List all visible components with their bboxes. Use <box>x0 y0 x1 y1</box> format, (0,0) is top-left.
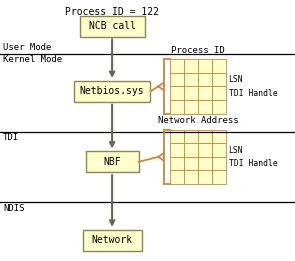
Bar <box>212 130 226 143</box>
Bar <box>212 170 226 184</box>
Text: User Mode: User Mode <box>3 43 51 52</box>
Bar <box>170 73 184 86</box>
Bar <box>184 100 198 114</box>
Bar <box>184 130 198 143</box>
Bar <box>212 73 226 86</box>
Bar <box>198 73 212 86</box>
Bar <box>170 86 184 100</box>
Bar <box>184 157 198 170</box>
Text: NCB call: NCB call <box>88 21 136 31</box>
Bar <box>170 59 184 73</box>
Text: Process ID: Process ID <box>171 46 225 55</box>
Text: Process ID = 122: Process ID = 122 <box>65 7 159 16</box>
Bar <box>212 86 226 100</box>
Bar <box>170 157 184 170</box>
Text: NDIS: NDIS <box>3 204 24 212</box>
Bar <box>170 100 184 114</box>
Bar <box>170 143 184 157</box>
Bar <box>212 157 226 170</box>
Bar <box>86 151 139 172</box>
Bar <box>184 59 198 73</box>
Bar <box>170 130 184 143</box>
Text: LSN: LSN <box>229 75 243 84</box>
Bar <box>170 170 184 184</box>
Bar <box>74 81 150 102</box>
Bar <box>198 100 212 114</box>
Bar <box>184 170 198 184</box>
Bar <box>198 170 212 184</box>
Bar <box>212 100 226 114</box>
Bar <box>198 86 212 100</box>
Text: TDI: TDI <box>3 133 19 142</box>
Bar <box>184 143 198 157</box>
Bar <box>198 143 212 157</box>
Text: TDI Handle: TDI Handle <box>229 89 277 98</box>
Bar <box>184 86 198 100</box>
Bar <box>212 59 226 73</box>
Text: Network Address: Network Address <box>158 116 238 125</box>
Text: Kernel Mode: Kernel Mode <box>3 55 62 64</box>
Bar <box>198 59 212 73</box>
Text: NBF: NBF <box>103 157 121 167</box>
Bar <box>212 143 226 157</box>
Bar <box>198 130 212 143</box>
Text: Netbios.sys: Netbios.sys <box>80 86 145 96</box>
Text: Network: Network <box>91 235 133 245</box>
Bar <box>198 157 212 170</box>
Bar <box>80 16 145 37</box>
Text: LSN: LSN <box>229 146 243 155</box>
Bar <box>83 230 142 251</box>
Text: TDI Handle: TDI Handle <box>229 159 277 168</box>
Bar <box>184 73 198 86</box>
